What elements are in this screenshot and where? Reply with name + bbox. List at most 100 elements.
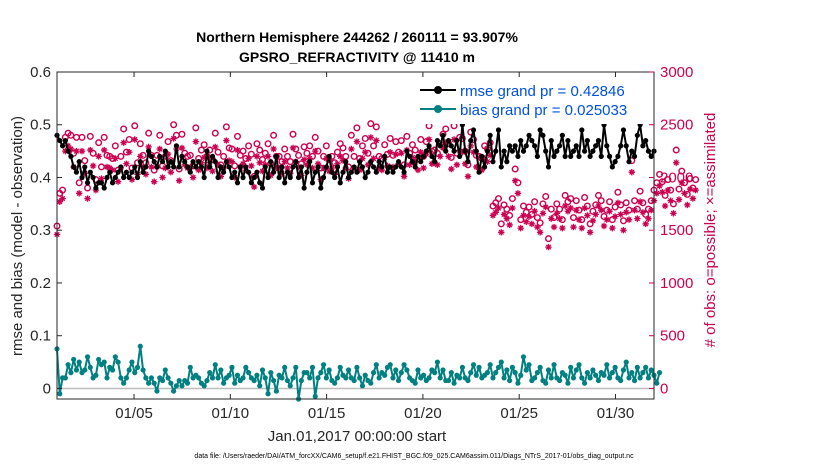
rmse-point xyxy=(462,148,468,154)
bias-point xyxy=(282,364,288,370)
obs-assimilated-point xyxy=(125,148,133,156)
bias-point xyxy=(593,372,599,378)
rmse-point xyxy=(221,169,227,175)
rmse-point xyxy=(384,169,391,175)
bias-point xyxy=(315,375,321,381)
rmse-point xyxy=(193,164,199,170)
obs-assimilated-point xyxy=(112,155,119,162)
bias-point xyxy=(270,377,277,384)
obs-assimilated-point xyxy=(623,209,630,216)
obs-possible-point xyxy=(136,140,144,148)
bias-point xyxy=(257,383,263,389)
rmse-point xyxy=(390,169,396,175)
obs-assimilated-point xyxy=(270,145,277,153)
bias-point xyxy=(459,364,466,370)
obs-assimilated-point xyxy=(461,160,469,167)
obs-assimilated-point xyxy=(103,163,111,171)
obs-assimilated-point xyxy=(442,139,449,146)
obs-assimilated-point xyxy=(500,211,508,218)
obs-possible-point xyxy=(594,191,602,199)
rmse-point xyxy=(284,169,291,175)
rmse-point xyxy=(254,169,260,175)
obs-possible-point xyxy=(228,145,236,153)
rmse-point xyxy=(265,174,271,181)
bias-point xyxy=(620,367,627,373)
bias-point xyxy=(345,367,352,373)
bias-point xyxy=(426,375,432,381)
obs-possible-point xyxy=(569,214,577,222)
bias-point xyxy=(645,375,652,381)
obs-assimilated-point xyxy=(689,195,697,202)
bias-point xyxy=(343,375,349,381)
obs-assimilated-point xyxy=(564,208,572,215)
obs-assimilated-point xyxy=(167,169,175,176)
obs-assimilated-point xyxy=(609,224,616,232)
legend-box xyxy=(416,80,648,124)
bias-point xyxy=(337,364,343,370)
rmse-point xyxy=(584,137,590,144)
rmse-point xyxy=(168,159,174,165)
bias-point xyxy=(109,367,116,373)
bias-point xyxy=(290,375,296,381)
obs-assimilated-point xyxy=(464,173,472,180)
rmse-point xyxy=(162,148,168,154)
rmse-point xyxy=(240,174,246,181)
rmse-point xyxy=(332,174,338,181)
obs-assimilated-point xyxy=(106,164,113,172)
obs-assimilated-point xyxy=(225,157,233,164)
obs-assimilated-point xyxy=(606,208,613,215)
obs-possible-point xyxy=(675,185,683,193)
rmse-point xyxy=(590,148,596,154)
obs-assimilated-point xyxy=(531,208,538,215)
rmse-point xyxy=(451,148,457,154)
obs-possible-point xyxy=(525,203,533,211)
bias-point xyxy=(604,362,610,368)
rmse-point xyxy=(184,164,191,170)
obs-possible-point xyxy=(111,142,119,150)
rmse-point xyxy=(337,180,343,186)
x-axis-label: Jan.01,2017 00:00:00 start xyxy=(268,428,447,445)
obs-assimilated-point xyxy=(542,203,549,211)
rmse-point xyxy=(129,169,135,175)
obs-possible-point xyxy=(497,220,505,228)
obs-assimilated-point xyxy=(681,190,688,197)
obs-assimilated-point xyxy=(231,174,238,181)
rmse-point xyxy=(476,169,482,175)
obs-assimilated-point xyxy=(684,201,691,209)
obs-assimilated-point xyxy=(228,158,236,165)
obs-assimilated-point xyxy=(364,161,372,169)
rmse-point xyxy=(218,164,224,170)
obs-possible-point xyxy=(619,217,627,225)
obs-possible-point xyxy=(411,146,419,154)
rmse-point xyxy=(245,169,252,175)
bias-point xyxy=(520,354,527,360)
rmse-point xyxy=(90,174,96,181)
obs-assimilated-point xyxy=(545,243,552,251)
rmse-point xyxy=(329,169,335,175)
rmse-point xyxy=(465,159,471,165)
rmse-point xyxy=(326,153,332,159)
rmse-point xyxy=(276,174,282,181)
bias-point xyxy=(171,388,177,394)
obs-assimilated-point xyxy=(264,153,272,160)
obs-assimilated-point xyxy=(570,223,577,231)
obs-assimilated-point xyxy=(314,160,322,167)
bias-point xyxy=(82,367,88,373)
rmse-point xyxy=(304,169,310,175)
obs-assimilated-point xyxy=(459,148,466,156)
obs-assimilated-point xyxy=(614,199,622,206)
rmse-point xyxy=(107,169,113,175)
obs-assimilated-point xyxy=(137,153,144,160)
rmse-point xyxy=(312,169,318,175)
bias-point xyxy=(493,370,499,376)
obs-assimilated-point xyxy=(656,182,663,190)
y-tick-label: 0.3 xyxy=(30,222,51,239)
obs-assimilated-point xyxy=(298,172,305,179)
obs-assimilated-point xyxy=(392,151,399,158)
rmse-point xyxy=(290,164,296,170)
obs-possible-point xyxy=(692,176,700,184)
rmse-point xyxy=(112,174,118,181)
obs-possible-point xyxy=(517,216,525,224)
rmse-point xyxy=(98,180,105,186)
bias-point xyxy=(279,375,285,381)
